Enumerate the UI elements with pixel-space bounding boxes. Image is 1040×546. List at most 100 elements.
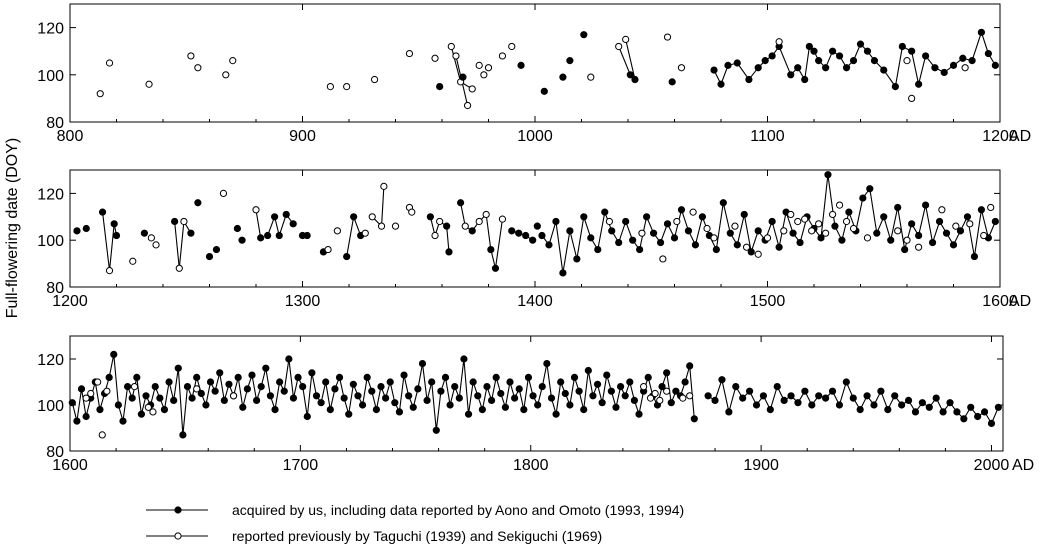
data-point	[299, 383, 307, 391]
data-point	[96, 406, 104, 414]
data-point	[105, 373, 113, 381]
data-point	[229, 392, 238, 400]
data-point	[747, 248, 755, 256]
data-segment	[278, 214, 287, 236]
data-point	[238, 236, 246, 244]
data-point	[939, 408, 947, 416]
data-point	[761, 57, 769, 65]
data-point	[589, 392, 597, 400]
data-point	[557, 378, 565, 386]
data-point	[580, 31, 588, 39]
data-point	[638, 229, 646, 237]
data-point	[752, 401, 761, 409]
data-point	[894, 203, 902, 212]
data-point	[745, 75, 753, 84]
data-point	[343, 252, 351, 261]
data-point	[966, 220, 974, 228]
data-point	[175, 264, 183, 272]
data-point	[593, 380, 602, 388]
data-point	[829, 210, 837, 219]
data-point	[915, 243, 923, 251]
data-point	[194, 199, 202, 207]
data-segment	[346, 216, 355, 257]
data-point	[515, 229, 523, 237]
data-point	[559, 73, 567, 81]
data-point	[368, 213, 376, 221]
data-segment	[178, 221, 185, 269]
data-point	[901, 245, 909, 254]
data-point	[808, 227, 816, 235]
data-point	[414, 385, 422, 393]
data-point	[615, 238, 623, 247]
data-point	[468, 85, 476, 93]
series-line-1	[71, 354, 695, 435]
data-point	[545, 241, 553, 249]
data-point	[663, 220, 672, 228]
data-point	[849, 57, 858, 65]
data-point	[480, 71, 488, 79]
x-tick-label: 900	[289, 128, 316, 145]
data-point	[686, 362, 694, 370]
data-point	[144, 403, 152, 411]
data-point	[455, 394, 463, 402]
data-point	[775, 38, 783, 46]
data-point	[441, 373, 450, 381]
data-point	[922, 201, 930, 209]
data-point	[631, 75, 639, 84]
data-point	[710, 66, 718, 74]
data-point	[87, 389, 95, 398]
data-point	[142, 392, 150, 400]
data-point	[222, 71, 230, 79]
data-point	[206, 378, 215, 386]
data-point	[386, 378, 394, 386]
data-point	[573, 255, 581, 263]
data-segment	[255, 209, 262, 238]
x-tick-label: 1200	[52, 293, 88, 310]
data-point	[817, 234, 825, 242]
data-point	[112, 231, 121, 240]
data-point	[918, 399, 926, 407]
data-point	[326, 406, 334, 414]
data-point	[289, 220, 297, 228]
data-point	[552, 410, 560, 418]
data-point	[515, 385, 523, 393]
data-point	[698, 213, 707, 221]
data-point	[908, 220, 916, 228]
data-point	[225, 380, 233, 388]
data-point	[891, 83, 899, 91]
data-point	[873, 229, 881, 237]
data-point	[842, 378, 850, 386]
data-point	[970, 252, 979, 261]
data-point	[145, 80, 153, 88]
data-point	[501, 403, 509, 411]
data-point	[952, 222, 960, 230]
x-tick-label: 1000	[517, 128, 553, 145]
data-point	[663, 387, 671, 395]
data-point	[443, 222, 451, 230]
data-point	[248, 371, 256, 379]
data-point	[808, 401, 816, 409]
data-point	[991, 61, 999, 69]
data-point	[733, 59, 741, 67]
data-point	[469, 378, 477, 386]
data-point	[561, 389, 569, 398]
data-point	[482, 210, 490, 219]
data-point	[377, 383, 385, 391]
data-point	[835, 201, 844, 209]
data-point	[77, 385, 86, 393]
data-point	[282, 210, 290, 219]
data-point	[478, 406, 486, 414]
data-point	[842, 217, 851, 226]
data-point	[649, 229, 658, 237]
data-point	[835, 52, 844, 60]
data-point	[130, 383, 139, 391]
data-point	[322, 378, 330, 386]
data-point	[303, 231, 311, 240]
data-point	[428, 378, 436, 386]
data-point	[436, 83, 444, 91]
x-tick-label: 1400	[517, 293, 553, 310]
data-point	[732, 383, 740, 391]
x-tick-label: 1100	[750, 128, 785, 145]
data-point	[733, 241, 741, 249]
data-point	[179, 431, 187, 439]
